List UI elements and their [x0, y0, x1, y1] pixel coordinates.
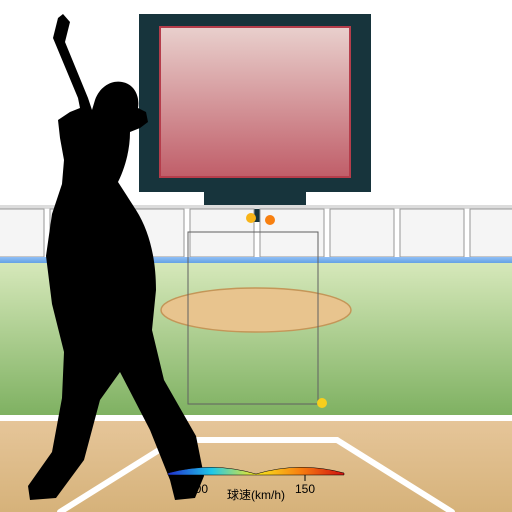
wall-panel	[190, 209, 254, 257]
legend-title: 球速(km/h)	[227, 488, 285, 502]
pitch-marker	[246, 213, 256, 223]
pitch-marker	[265, 215, 275, 225]
wall-panel	[400, 209, 464, 257]
scoreboard-screen	[160, 27, 350, 177]
pitch-chart: 100 150 球速(km/h)	[0, 0, 512, 512]
wall-panel	[0, 209, 44, 257]
mound	[161, 288, 351, 332]
wall-panel	[330, 209, 394, 257]
pitch-marker	[317, 398, 327, 408]
legend-tick-label: 150	[295, 482, 315, 496]
legend-tick-label: 100	[188, 482, 208, 496]
wall-panel	[470, 209, 512, 257]
